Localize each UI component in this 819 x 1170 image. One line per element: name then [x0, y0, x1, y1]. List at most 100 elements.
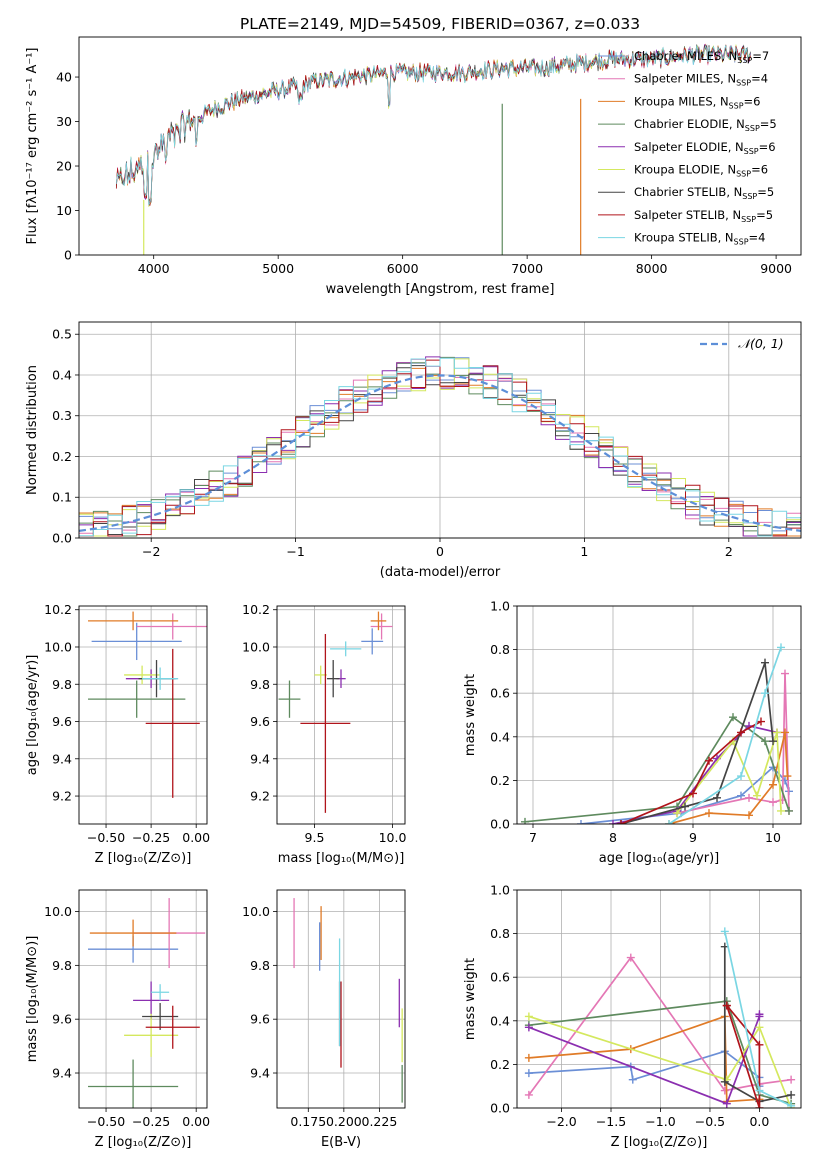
legend-text: Chabrier ELODIE, N [634, 117, 745, 131]
weight_vs_age-marker [713, 793, 721, 802]
weight_vs_Z-marker [787, 1090, 796, 1099]
weight_vs_Z-marker [524, 1090, 533, 1099]
mass_vs_EBV-xlabel: E(B-V) [321, 1135, 361, 1150]
spectrum-xtick-label: 5000 [262, 261, 294, 276]
age_vs_Z-ytick-label: 10.2 [44, 602, 72, 617]
age_vs_Z-xtick-label: −0.25 [132, 830, 170, 845]
age_vs_Z-ytick-label: 10.0 [44, 639, 72, 654]
weight_vs_Z-marker [524, 1023, 533, 1032]
legend-val: =7 [752, 49, 769, 63]
weight_vs_Z-xlabel: Z [log₁₀(Z/Z⊙)] [611, 1135, 708, 1150]
mass_vs_Z-xlabel: Z [log₁₀(Z/Z⊙)] [95, 1135, 192, 1150]
weight_vs_age-series-2 [668, 732, 789, 824]
weight_vs_Z-marker [626, 953, 635, 962]
legend-val: =5 [756, 208, 773, 222]
mass_vs_EBV-xtick-label: 0.225 [362, 1114, 398, 1129]
weight_vs_Z-xtick-label: −2.0 [546, 1114, 576, 1129]
residuals-ytick-label: 0.0 [52, 531, 72, 546]
spectrum-xtick-label: 7000 [511, 261, 543, 276]
mass_vs_Z-ytick-label: 9.8 [52, 958, 72, 973]
residuals-ylabel: Normed distribution [25, 365, 40, 495]
mass_vs_EBV-ytick-label: 9.6 [250, 1012, 270, 1027]
weight_vs_age-marker [521, 817, 529, 824]
spectrum-xlabel: wavelength [Angstrom, rest frame] [326, 282, 555, 297]
residuals-ytick-label: 0.2 [52, 449, 72, 464]
weight_vs_Z-marker [755, 1010, 764, 1019]
spectrum-xtick-label: 9000 [760, 261, 792, 276]
legend-val: =6 [759, 140, 776, 154]
weight_vs_age-marker [609, 820, 617, 824]
weight_vs_age-marker [729, 713, 737, 722]
weight_vs_Z-marker [787, 1101, 796, 1108]
weight_vs_Z-ytick-label: 0.2 [490, 1057, 510, 1072]
weight_vs_age-lines [521, 643, 793, 824]
legend-text: Kroupa STELIB, N [634, 231, 734, 245]
legend-label: Salpeter ELODIE, NSSP=6 [634, 140, 776, 156]
age_vs_mass-xlabel: mass [log₁₀(M/M⊙)] [278, 851, 405, 866]
legend-sub: SSP [736, 170, 751, 179]
weight_vs_age-ytick-label: 0.8 [490, 642, 510, 657]
residual-hist-8 [79, 357, 801, 537]
weight_vs_Z-series-7 [725, 1004, 761, 1108]
weight_vs_Z-series-5 [528, 1015, 792, 1108]
weight_vs_Z-xtick-label: −1.5 [596, 1114, 626, 1129]
legend-sub: SSP [734, 238, 749, 247]
weight_vs_Z-marker [722, 1001, 731, 1010]
weight_vs_Z-ytick-label: 0.6 [490, 970, 510, 985]
residuals-axes: −2 −1 0 1 2 0.0 0.1 0.2 0.3 0.4 0.5 (data-model)/er… [25, 322, 801, 580]
mass_vs_EBV-ytick-label: 9.8 [250, 958, 270, 973]
mass_vs_Z-xtick-label: −0.25 [132, 1114, 170, 1129]
weight_vs_age-marker [681, 802, 689, 811]
age_vs_Z-ytick-label: 9.2 [52, 789, 72, 804]
weight_vs_age-series-8 [668, 647, 782, 824]
weight_vs_Z-marker [524, 1012, 533, 1021]
weight_vs_age-marker [769, 737, 777, 746]
legend-val: =4 [751, 72, 768, 86]
weight_vs_Z-ytick-label: 1.0 [490, 883, 510, 898]
weight_vs_Z-xtick-label: −0.5 [695, 1114, 725, 1129]
age_vs_Z-points [88, 611, 207, 798]
weight_vs_age-frame [516, 605, 802, 825]
mass_vs_Z-axes: −0.50 −0.25 0.00 9.4 9.6 9.8 10.0 Z [log₁₀(Z/Z⊙… [25, 890, 210, 1150]
age_vs_mass-xtick-label: 10.0 [379, 830, 407, 845]
weight_vs_Z-marker [720, 927, 729, 936]
spectrum-ytick-label: 30 [56, 114, 72, 129]
residuals-xtick-label: −2 [142, 544, 160, 559]
spectrum-model-8 [115, 44, 751, 206]
weight_vs_Z-marker [720, 1077, 729, 1086]
spectrum-xtick-label: 8000 [636, 261, 668, 276]
spectrum-ytick-label: 20 [56, 159, 72, 174]
weight_vs_age-ytick-label: 0.4 [490, 729, 510, 744]
mass_vs_Z-xtick-label: −0.50 [87, 1114, 125, 1129]
legend-val: =5 [757, 185, 774, 199]
weight_vs_age-xlabel: age [log₁₀(age/yr)] [599, 851, 720, 866]
weight_vs_age-marker [673, 809, 681, 818]
weight_vs_age-marker [705, 756, 713, 765]
weight_vs_age-marker [781, 728, 789, 737]
weight_vs_Z-axes: −2.0 −1.5 −1.0 −0.5 0.0 0.0 0.2 0.4 0.6 0.8 1.0 Z [… [463, 883, 801, 1150]
weight_vs_Z-marker [524, 1053, 533, 1062]
residuals-xtick-label: 1 [580, 544, 588, 559]
weight_vs_age-marker [761, 737, 769, 746]
weight_vs_age-marker [769, 780, 777, 789]
mass_vs_EBV-ytick-label: 9.4 [250, 1066, 270, 1081]
age_vs_mass-points [278, 611, 393, 813]
legend-val: =5 [760, 117, 777, 131]
weight_vs_Z-ylabel: mass weight [463, 958, 478, 1040]
mass_vs_Z-points [88, 898, 206, 1108]
weight_vs_age-xtick-label: 7 [529, 830, 537, 845]
weight_vs_age-marker [665, 820, 673, 824]
spectrum-xtick-label: 6000 [387, 261, 419, 276]
mass_vs_EBV-frame [276, 889, 406, 1109]
residuals-frame [78, 321, 802, 539]
residuals-ytick-label: 0.3 [52, 408, 72, 423]
legend-text: Kroupa ELODIE, N [634, 163, 736, 177]
legend-text: Salpeter MILES, N [634, 72, 736, 86]
weight_vs_Z-marker [722, 1099, 731, 1108]
weight_vs_age-marker [737, 728, 745, 737]
legend-sub: SSP [729, 101, 744, 110]
weight_vs_Z-marker [720, 1086, 729, 1095]
weight_vs_age-marker [781, 669, 789, 678]
